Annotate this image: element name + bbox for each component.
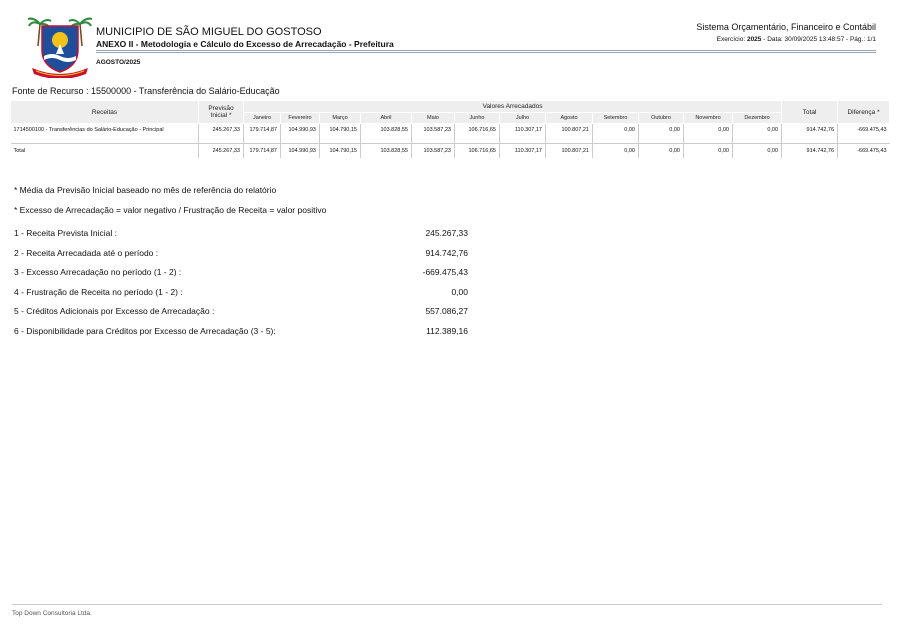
resource-source: Fonte de Recurso : 15500000 - Transferên…: [12, 86, 280, 96]
exercise-label: Exercício:: [716, 36, 747, 43]
total-cell: 914.742,76: [781, 123, 838, 144]
month-cell: 0,00: [731, 123, 782, 144]
system-name: Sistema Orçamentário, Financeiro e Contá…: [696, 22, 876, 32]
month-header: Novembro: [683, 112, 733, 124]
municipal-crest-logo: [28, 17, 92, 78]
month-cell: 103.587,23: [411, 143, 455, 158]
page-number: Pág.: 1/1: [849, 36, 876, 43]
month-cell: 104.990,93: [280, 143, 320, 158]
header-previsao: Previsão Inicial *: [198, 100, 244, 124]
header-total: Total: [781, 100, 839, 124]
previsao-cell: 245.267,33: [198, 143, 244, 158]
revenue-label: 1714500100 - Transferências do Salário-E…: [13, 127, 164, 133]
header-rule: [96, 50, 876, 51]
month-cell: 0,00: [638, 143, 684, 158]
month-cell: 0,00: [638, 123, 684, 144]
summary-value: 112.389,16: [426, 326, 468, 336]
month-cell: 104.790,15: [319, 143, 361, 158]
report-period: AGOSTO/2025: [96, 59, 141, 66]
month-cell: 104.990,93: [280, 123, 320, 144]
month-cell: 0,00: [683, 143, 733, 158]
summary-label: 5 - Créditos Adicionais por Excesso de A…: [14, 306, 215, 316]
month-cell: 0,00: [683, 123, 733, 144]
month-cell: 110.307,17: [499, 143, 546, 158]
header-receitas: Receitas: [10, 100, 199, 124]
report-date: - Data: 30/09/2025 13:48:57 -: [761, 36, 850, 43]
note-excesso: * Excesso de Arrecadação = valor negativ…: [14, 205, 327, 215]
summary-label: 3 - Excesso Arrecadação no período (1 - …: [14, 267, 182, 277]
month-cell: 103.828,55: [360, 123, 412, 144]
municipality-name: MUNICIPIO DE SÃO MIGUEL DO GOSTOSO: [96, 26, 322, 38]
summary-value: 245.267,33: [425, 228, 468, 238]
footer-company: Top Down Consultoria Ltda.: [12, 610, 92, 617]
report-title: ANEXO II - Metodologia e Cálculo do Exce…: [96, 39, 394, 49]
month-cell: 100.807,21: [545, 123, 593, 144]
month-header: Março: [319, 112, 361, 124]
header-rule: [96, 52, 876, 53]
month-cell: 110.307,17: [499, 123, 546, 144]
summary-label: 1 - Receita Prevista Inicial :: [14, 228, 117, 238]
report-meta: Exercício: 2025 - Data: 30/09/2025 13:48…: [717, 36, 876, 43]
summary-label: 6 - Disponibilidade para Créditos por Ex…: [14, 326, 276, 336]
month-header: Setembro: [592, 112, 639, 124]
total-row: Total 245.267,33 179.714,87 104.990,93 1…: [10, 143, 890, 158]
month-header: Janeiro: [243, 112, 281, 124]
total-cell: 914.742,76: [781, 143, 838, 158]
month-cell: 104.790,15: [319, 123, 361, 144]
month-header: Junho: [454, 112, 500, 124]
month-cell: 106.716,65: [454, 143, 500, 158]
month-header: Julho: [499, 112, 546, 124]
table-row: 1714500100 - Transferências do Salário-E…: [11, 123, 890, 144]
diferenca-cell: -669.475,43: [837, 143, 890, 158]
exercise-year: 2025: [746, 36, 762, 43]
month-cell: 0,00: [592, 123, 639, 144]
summary-label: 4 - Frustração de Receita no período (1 …: [14, 287, 183, 297]
month-cell: 103.587,23: [411, 123, 455, 144]
summary-value: 557.086,27: [425, 306, 468, 316]
month-cell: 179.714,87: [243, 143, 281, 158]
summary-value: 0,00: [451, 287, 468, 297]
month-header: Dezembro: [731, 112, 783, 124]
summary-value: 914.742,76: [425, 248, 468, 258]
footer-rule: [12, 604, 882, 605]
header-diferenca: Diferença *: [837, 100, 891, 124]
previsao-cell: 245.267,33: [198, 123, 244, 144]
month-cell: 179.714,87: [243, 123, 281, 144]
total-label: Total: [10, 143, 199, 158]
month-header: Abril: [360, 112, 412, 124]
summary-value: -669.475,43: [422, 267, 468, 277]
month-cell: 100.807,21: [545, 143, 593, 158]
month-cell: 106.716,65: [454, 123, 500, 144]
diferenca-cell: -669.475,43: [837, 123, 890, 144]
note-previsao: * Média da Previsão Inicial baseado no m…: [14, 185, 277, 195]
revenue-table: Receitas Previsão Inicial * Valores Arre…: [10, 100, 891, 158]
month-cell: 103.828,55: [360, 143, 412, 158]
month-header: Maio: [411, 112, 455, 124]
summary-label: 2 - Receita Arrecadada até o período :: [14, 248, 159, 258]
month-cell: 0,00: [731, 143, 782, 158]
month-cell: 0,00: [592, 143, 639, 158]
month-header: Outubro: [638, 112, 684, 124]
header-valores: Valores Arrecadados: [242, 100, 783, 113]
month-header: Fevereiro: [280, 112, 320, 124]
month-header: Agosto: [545, 112, 593, 124]
